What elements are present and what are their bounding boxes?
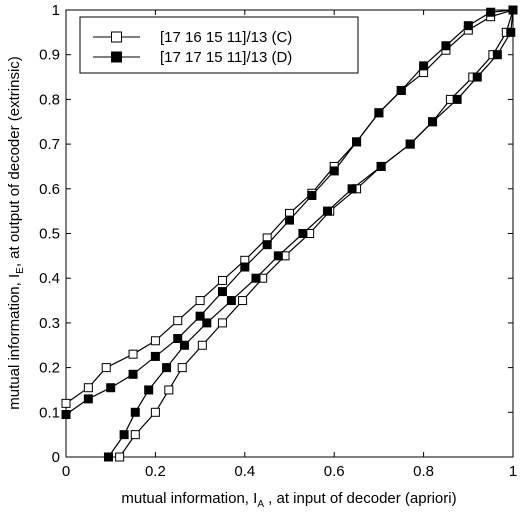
y-tick-label: 0.4 bbox=[39, 270, 60, 287]
series-1-marker bbox=[162, 363, 172, 373]
series-0-marker bbox=[217, 318, 227, 328]
data-curves bbox=[61, 5, 518, 462]
series-1-marker bbox=[347, 184, 357, 194]
series-1-marker bbox=[472, 72, 482, 82]
series-0-marker bbox=[150, 407, 160, 417]
series-0-marker bbox=[177, 363, 187, 373]
y-tick-label: 0 bbox=[52, 449, 60, 466]
series-1-marker bbox=[405, 139, 415, 149]
series-0-marker bbox=[173, 316, 183, 326]
series-1-marker bbox=[492, 50, 502, 60]
y-axis-label: mutual information, IE, at output of dec… bbox=[6, 56, 26, 410]
y-tick-label: 0.5 bbox=[39, 226, 60, 243]
series-1-marker bbox=[376, 161, 386, 171]
y-tick-label: 0.1 bbox=[39, 404, 60, 421]
series-1-marker bbox=[323, 206, 332, 216]
series-1-marker bbox=[150, 351, 160, 361]
series-0-marker bbox=[83, 383, 93, 393]
series-1-marker bbox=[119, 430, 129, 440]
series-1-marker bbox=[396, 85, 406, 95]
legend-label-c: [17 16 15 11]/13 (C) bbox=[160, 29, 292, 46]
series-0-marker bbox=[130, 430, 140, 440]
x-tick-label: 1 bbox=[509, 463, 517, 480]
series-1-marker bbox=[307, 191, 317, 200]
y-tick-label: 1 bbox=[52, 2, 60, 19]
series-0-marker bbox=[61, 398, 71, 408]
y-tick-label: 0.6 bbox=[39, 181, 60, 198]
series-0-marker bbox=[197, 340, 207, 350]
y-tick-label: 0.9 bbox=[39, 47, 60, 64]
series-1-marker bbox=[262, 240, 272, 250]
series-1-marker bbox=[352, 137, 362, 147]
legend-marker-c bbox=[111, 31, 122, 43]
plot-area bbox=[65, 9, 514, 458]
series-1-marker bbox=[374, 108, 384, 118]
series-1-marker bbox=[285, 215, 294, 225]
legend-box bbox=[79, 16, 359, 74]
axis-ticks: 0 0.2 0.4 0.6 0.8 1 0 0.1 0.2 0.3 0.4 0.5 0.6 0.7 0.8 0… bbox=[39, 2, 517, 480]
y-tick-label: 0.3 bbox=[39, 315, 60, 332]
legend-label-d: [17 17 15 11]/13 (D) bbox=[160, 49, 292, 66]
series-1-marker bbox=[452, 94, 462, 104]
series-1-marker bbox=[179, 340, 189, 350]
series-0-marker bbox=[217, 275, 227, 285]
series-1-marker bbox=[441, 41, 451, 51]
series-0-marker bbox=[164, 385, 174, 395]
x-tick-label: 0.2 bbox=[145, 463, 166, 480]
x-tick-label: 0.8 bbox=[413, 463, 434, 480]
series-1-marker bbox=[508, 5, 518, 15]
y-tick-label: 0.7 bbox=[39, 136, 60, 153]
series-1-marker bbox=[103, 452, 113, 462]
x-tick-label: 0.6 bbox=[324, 463, 345, 480]
series-1-marker bbox=[463, 21, 473, 31]
series-0-marker bbox=[115, 452, 125, 462]
legend-marker-d bbox=[111, 51, 122, 63]
series-1-marker bbox=[428, 117, 438, 127]
y-tick-label: 0.2 bbox=[39, 360, 60, 377]
legend: [17 16 15 11]/13 (C) [17 17 15 11]/13 (D… bbox=[79, 16, 359, 74]
series-1-marker bbox=[506, 27, 516, 37]
series-1-marker bbox=[173, 334, 183, 344]
series-0-marker bbox=[195, 296, 205, 306]
series-1-marker bbox=[298, 229, 308, 238]
series-0-marker bbox=[128, 349, 138, 359]
y-tick-label: 0.8 bbox=[39, 91, 60, 108]
series-1-marker bbox=[240, 262, 250, 272]
series-1-marker bbox=[61, 410, 71, 420]
series-1-marker bbox=[144, 385, 154, 395]
series-1-marker bbox=[273, 251, 283, 261]
series-1-marker bbox=[226, 296, 236, 306]
series-1-marker bbox=[83, 394, 93, 404]
series-1-marker bbox=[486, 7, 496, 17]
series-1-marker bbox=[251, 273, 261, 283]
series-0-marker bbox=[150, 336, 160, 346]
series-1-marker bbox=[202, 318, 212, 328]
series-0-marker bbox=[238, 296, 248, 306]
series-1-marker bbox=[195, 311, 205, 321]
series-1-marker bbox=[106, 383, 116, 393]
series-1-marker bbox=[419, 61, 429, 71]
x-tick-label: 0 bbox=[62, 463, 70, 480]
series-1-marker bbox=[329, 166, 339, 176]
series-0-marker bbox=[101, 363, 111, 373]
x-tick-label: 0.4 bbox=[234, 463, 255, 480]
series-1-marker bbox=[130, 407, 140, 417]
series-1-marker bbox=[128, 369, 138, 379]
x-axis-label: mutual information, IA , at input of dec… bbox=[121, 490, 456, 510]
series-1-marker bbox=[217, 287, 227, 297]
